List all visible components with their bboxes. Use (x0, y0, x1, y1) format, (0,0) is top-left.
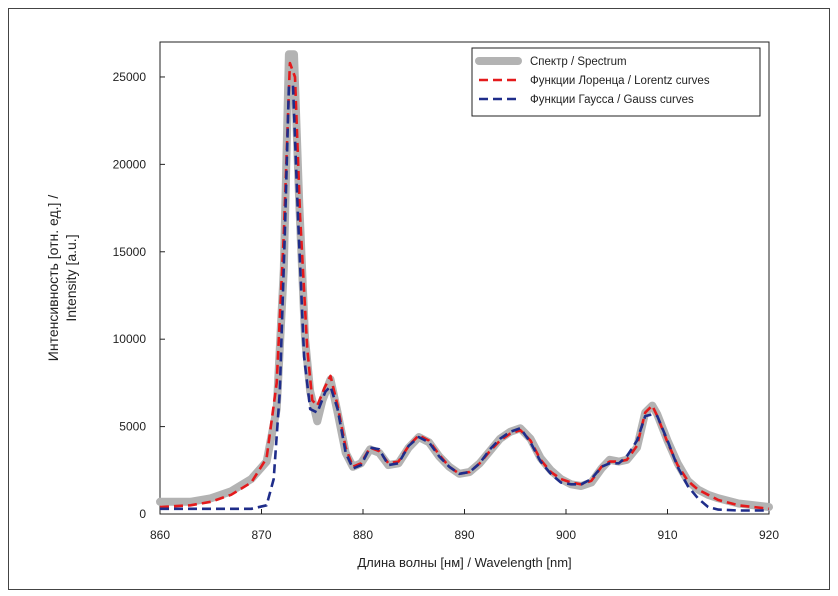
legend-label-2: Функции Лоренца / Lorentz curves (530, 75, 710, 87)
x-axis-label: Длина волны [нм] / Wavelength [nm] (357, 555, 571, 570)
y-axis-label-line2: Intensity [a.u.] (63, 234, 79, 321)
legend: Спектр / Spectrum Функции Лоренца / Loren… (471, 47, 761, 117)
y-axis-label-line1: Интенсивность [отн. ед.] / (45, 195, 61, 362)
x-tick-label: 910 (657, 528, 677, 542)
y-tick-label: 15000 (113, 245, 147, 259)
x-tick-label: 890 (454, 528, 474, 542)
x-tick-label: 880 (353, 528, 373, 542)
legend-label-1: Спектр / Spectrum (530, 56, 627, 68)
y-tick-label: 0 (139, 507, 146, 521)
x-tick-label: 870 (251, 528, 271, 542)
x-tick-label: 860 (150, 528, 170, 542)
x-tick-label: 920 (759, 528, 779, 542)
series-line-3 (160, 84, 769, 512)
figure-frame (8, 8, 830, 590)
series-layer (156, 50, 773, 512)
y-tick-label: 25000 (113, 70, 147, 84)
y-axis: 0 5000 10000 15000 20000 25000 (113, 70, 165, 521)
y-tick-label: 5000 (119, 420, 146, 434)
x-tick-label: 900 (556, 528, 576, 542)
x-axis: 860 870 880 890 900 910 920 (150, 509, 779, 542)
series-line-1 (156, 50, 773, 511)
y-tick-label: 20000 (113, 157, 147, 171)
legend-label-3: Функции Гаусса / Gauss curves (530, 94, 694, 106)
series-line-2 (159, 61, 770, 511)
y-tick-label: 10000 (113, 332, 147, 346)
